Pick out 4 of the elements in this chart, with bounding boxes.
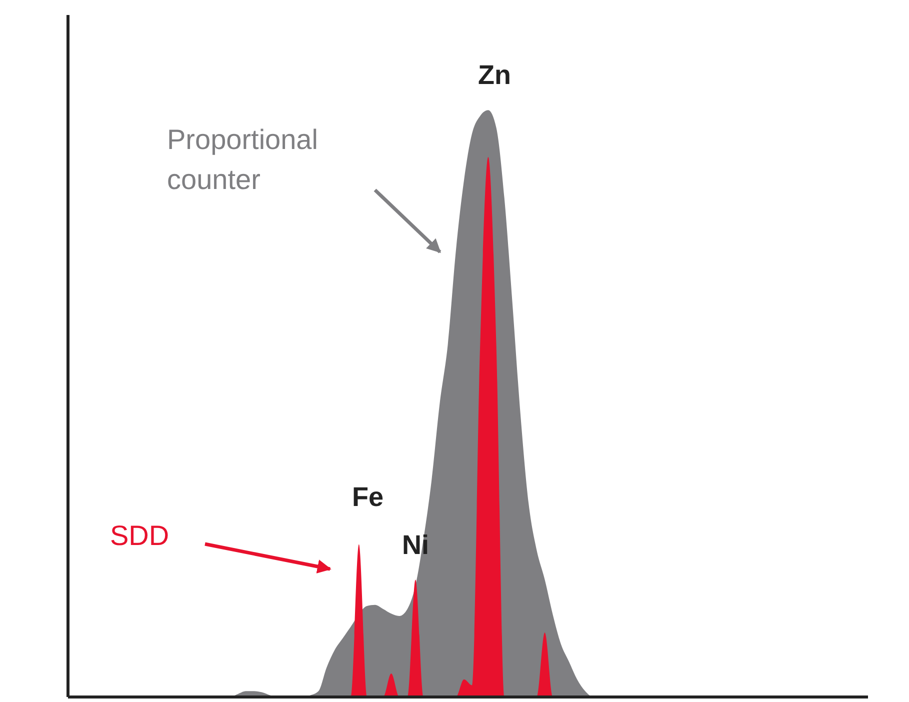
text: Zn — [478, 60, 511, 91]
annotation: Fe — [352, 482, 384, 513]
text: Proportional counter — [167, 123, 319, 197]
text: SDD — [110, 519, 170, 553]
